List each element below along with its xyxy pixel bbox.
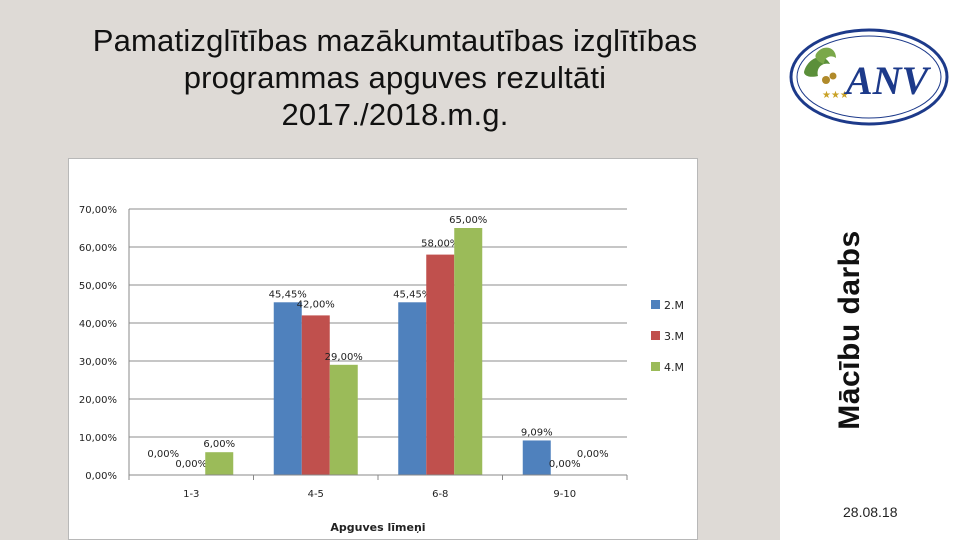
legend-label: 4.M <box>664 361 684 374</box>
y-tick-label: 60,00% <box>79 243 117 254</box>
x-tick-label: 1-3 <box>183 489 199 500</box>
chart-frame: 0,00% 10,00% 20,00% 30,00% 40,00% 50,00% 60,00… <box>68 158 698 540</box>
bar-2.M-6-8 <box>398 302 427 475</box>
data-label: 45,45% <box>269 289 307 300</box>
oak-leaves-icon <box>804 47 837 84</box>
y-tick-label: 20,00% <box>79 395 117 406</box>
bar-3.M-6-8 <box>426 254 455 475</box>
legend-label: 3.M <box>664 330 684 343</box>
y-tick-label: 40,00% <box>79 319 117 330</box>
y-tick-label: 0,00% <box>85 471 117 482</box>
data-label: 0,00% <box>549 459 581 470</box>
y-tick-label: 10,00% <box>79 433 117 444</box>
bar-2.M-4-5 <box>273 302 302 475</box>
legend-swatch-3.M <box>651 331 660 340</box>
y-tick-label: 70,00% <box>79 205 117 216</box>
side-label: Mācību darbs <box>833 230 866 430</box>
legend-swatch-4.M <box>651 362 660 371</box>
y-tick-label: 30,00% <box>79 357 117 368</box>
data-label: 45,45% <box>393 289 431 300</box>
title-line-2: programmas apguves rezultāti <box>183 60 607 95</box>
logo-letters: ANV <box>843 58 932 103</box>
data-label: 65,00% <box>449 215 487 226</box>
bar-4.M-6-8 <box>454 228 483 475</box>
data-label: 29,00% <box>325 352 363 363</box>
svg-text:★★★: ★★★ <box>822 90 849 101</box>
data-label: 0,00% <box>577 449 609 460</box>
legend-swatch-2.M <box>651 300 660 309</box>
bar-chart: 0,00% 10,00% 20,00% 30,00% 40,00% 50,00% 60,00… <box>79 205 684 534</box>
data-label: 6,00% <box>203 439 235 450</box>
slide-date: 28.08.18 <box>843 504 898 520</box>
bar-4.M-4-5 <box>329 364 358 475</box>
y-tick-label: 50,00% <box>79 281 117 292</box>
x-tick-label: 6-8 <box>432 489 448 500</box>
data-label: 58,00% <box>421 239 459 250</box>
title-line-1: Pamatizglītības mazākumtautības izglītīb… <box>92 23 698 58</box>
bar-4.M-1-3 <box>205 452 234 475</box>
data-label: 42,00% <box>297 299 335 310</box>
stars-icon: ★★★ <box>822 90 849 101</box>
data-label: 0,00% <box>175 459 207 470</box>
data-label: 9,09% <box>521 427 553 438</box>
anv-logo: ★★★ ANV <box>786 22 952 137</box>
legend-label: 2.M <box>664 299 684 312</box>
x-tick-label: 4-5 <box>308 489 324 500</box>
x-axis-title: Apguves līmeņi <box>330 521 425 534</box>
bar-3.M-4-5 <box>301 315 330 475</box>
x-tick-label: 9-10 <box>553 489 576 500</box>
data-label: 0,00% <box>147 449 179 460</box>
slide-title: Pamatizglītības mazākumtautības izglītīb… <box>20 22 770 133</box>
bar-2.M-9-10 <box>522 440 551 475</box>
title-line-3: 2017./2018.m.g. <box>281 97 509 132</box>
